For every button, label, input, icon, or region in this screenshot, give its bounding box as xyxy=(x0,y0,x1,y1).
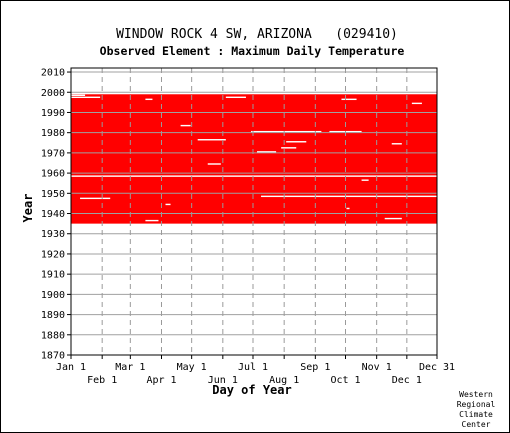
y-tick-label-1930: 1930 xyxy=(41,229,65,240)
y-tick-label-1970: 1970 xyxy=(41,148,65,159)
data-layer xyxy=(71,94,437,224)
y-tick-label-1920: 1920 xyxy=(41,249,65,260)
credit-line-3: Climate xyxy=(459,410,493,419)
x-tick-label-bottom-213: Aug 1 xyxy=(269,375,299,386)
plot-border xyxy=(70,67,438,356)
y-tick-label-1990: 1990 xyxy=(41,108,65,119)
y-tick-label-2010: 2010 xyxy=(41,68,65,79)
y-tick-label-1890: 1890 xyxy=(41,310,65,321)
missing-record-19 xyxy=(165,203,171,206)
x-axis-label: Day of Year xyxy=(212,383,291,397)
y-tick-label-1880: 1880 xyxy=(41,330,65,341)
x-tick-label-top-60: Mar 1 xyxy=(115,362,145,373)
y-tick-label-1900: 1900 xyxy=(41,290,65,301)
y-tick-label-1870: 1870 xyxy=(41,351,65,362)
y-tick-label-1950: 1950 xyxy=(41,189,65,200)
missing-record-20 xyxy=(346,207,350,210)
x-tick-label-top-305: Nov 1 xyxy=(362,362,392,373)
x-tick-label-top-182: Jul 1 xyxy=(238,362,268,373)
missing-record-17 xyxy=(261,195,437,198)
chart-title: WINDOW ROCK 4 SW, ARIZONA (029410) xyxy=(116,27,398,42)
missing-record-4 xyxy=(341,98,357,101)
missing-record-5 xyxy=(411,102,422,105)
x-tick-label-top-1: Jan 1 xyxy=(56,362,86,373)
x-tick-label-bottom-335: Dec 1 xyxy=(392,375,422,386)
x-tick-label-bottom-152: Jun 1 xyxy=(208,375,238,386)
y-tick-labels: 2010 2000 1990 1980 1970 1960 1950 1940 1930 1920… xyxy=(41,68,71,362)
missing-record-15 xyxy=(71,175,437,177)
data-record-block xyxy=(71,94,437,224)
x-tick-label-bottom-274: Oct 1 xyxy=(330,375,360,386)
missing-record-0 xyxy=(71,94,86,96)
missing-record-3 xyxy=(225,96,246,99)
y-tick-label-1910: 1910 xyxy=(41,270,65,281)
missing-record-13 xyxy=(257,151,277,153)
x-tick-label-top-244: Sep 1 xyxy=(300,362,330,373)
credit-block: Western Regional Climate Center xyxy=(457,390,496,429)
missing-record-7 xyxy=(250,130,322,133)
missing-record-10 xyxy=(286,141,307,143)
chart-subtitle: Observed Element : Maximum Daily Tempera… xyxy=(100,44,405,58)
missing-record-6 xyxy=(180,124,191,127)
missing-record-12 xyxy=(281,147,297,149)
y-tick-label-1940: 1940 xyxy=(41,209,65,220)
plot-frame xyxy=(70,67,438,356)
missing-record-22 xyxy=(145,219,159,222)
missing-record-16 xyxy=(361,179,369,181)
missing-record-11 xyxy=(391,143,402,145)
x-tick-label-bottom-32: Feb 1 xyxy=(87,375,117,386)
x-tick-labels: Jan 1 Mar 1 May 1 Jul 1 Sep 1 Nov 1 Dec 31 Feb … xyxy=(56,355,455,386)
y-tick-label-1980: 1980 xyxy=(41,128,65,139)
missing-record-1 xyxy=(71,96,101,99)
missing-record-9 xyxy=(197,139,226,141)
x-tick-label-top-121: May 1 xyxy=(177,362,207,373)
x-tick-label-bottom-91: Apr 1 xyxy=(146,375,176,386)
missing-record-2 xyxy=(145,98,153,101)
credit-line-2: Regional xyxy=(457,400,496,409)
y-axis-label: Year xyxy=(21,194,35,223)
missing-record-18 xyxy=(80,197,111,200)
credit-line-4: Center xyxy=(462,420,491,429)
y-tick-label-1960: 1960 xyxy=(41,169,65,180)
y-tick-label-2000: 2000 xyxy=(41,88,65,99)
missing-record-14 xyxy=(207,163,221,165)
missing-record-21 xyxy=(384,217,402,220)
x-tick-label-top-365: Dec 31 xyxy=(419,362,455,373)
credit-line-1: Western xyxy=(459,390,493,399)
